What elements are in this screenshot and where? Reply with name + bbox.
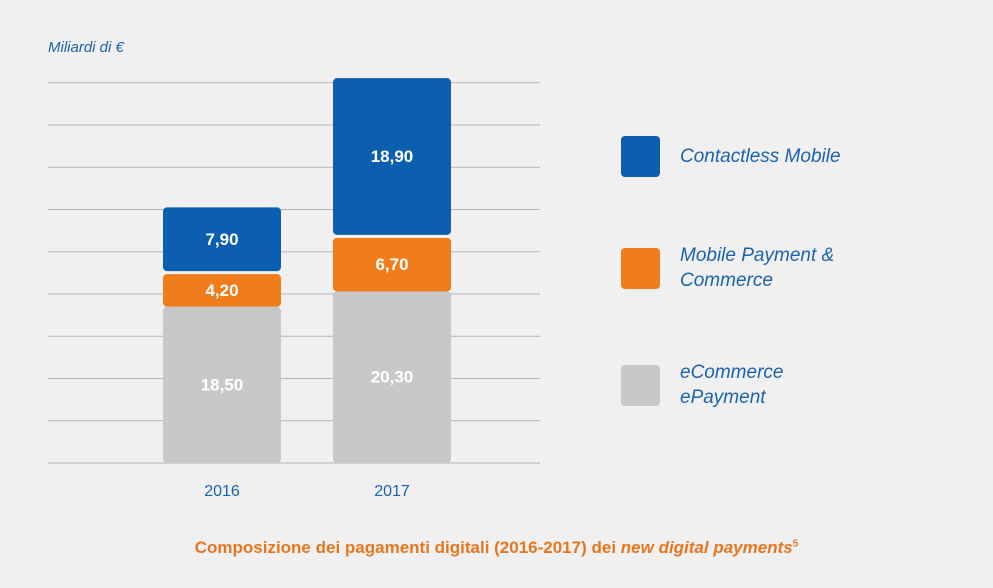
legend-swatch (621, 136, 660, 177)
bar-segment (163, 207, 281, 272)
bar-segment (333, 291, 451, 463)
y-axis-label: Miliardi di € (48, 39, 125, 56)
chart-title: Composizione dei pagamenti digitali (201… (0, 538, 993, 558)
legend-label: eCommerce ePayment (680, 362, 784, 408)
legend-swatch (621, 248, 660, 289)
bar-segment (163, 306, 281, 463)
value-label: 18,90 (371, 147, 414, 166)
bar-segment (333, 237, 451, 292)
footnote: 5 (792, 538, 799, 550)
title-emphasis: new digital payments (620, 538, 793, 557)
bar-segment (163, 274, 281, 307)
x-tick-label: 2016 (204, 483, 240, 500)
value-label: 6,70 (375, 255, 408, 274)
legend-swatch (621, 365, 660, 406)
x-tick-label: 2017 (374, 483, 410, 500)
bar-segment (333, 78, 451, 235)
value-label: 18,50 (201, 375, 244, 394)
value-label: 4,20 (205, 281, 238, 300)
legend-label: Contactless Mobile (680, 145, 841, 167)
title-text: Composizione dei pagamenti digitali (201… (194, 538, 617, 557)
value-label: 7,90 (205, 230, 238, 249)
value-label: 20,30 (371, 368, 414, 387)
legend-label: Mobile Payment & Commerce (680, 245, 835, 291)
